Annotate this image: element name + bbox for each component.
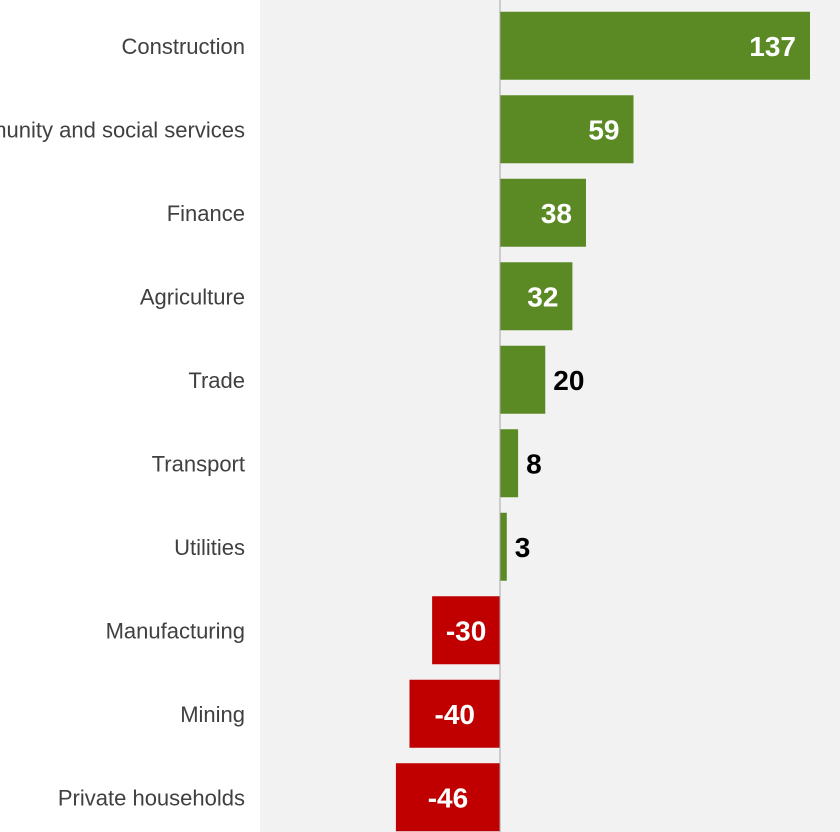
bar-manufacturing — [432, 596, 500, 665]
category-label: Agriculture — [140, 284, 245, 309]
category-label: Utilities — [174, 535, 245, 560]
category-labels: Construction Community and social service… — [0, 34, 245, 811]
value-label: 3 — [515, 532, 531, 563]
value-label: 20 — [553, 365, 584, 396]
category-label: Finance — [167, 201, 245, 226]
bar-community-and-social-services — [500, 95, 634, 164]
value-label: 32 — [527, 281, 558, 312]
category-label: Construction — [121, 34, 245, 59]
bar-trade — [500, 345, 546, 414]
bars — [395, 11, 810, 832]
category-label: Mining — [180, 702, 245, 727]
category-label: Community and social services — [0, 117, 245, 142]
category-label: Transport — [152, 451, 245, 476]
bar-mining — [409, 679, 500, 748]
bar-construction — [500, 11, 810, 80]
value-label: -40 — [435, 699, 475, 730]
value-label: -46 — [428, 782, 468, 813]
bar-agriculture — [500, 262, 573, 331]
bar-private-households — [395, 763, 500, 832]
category-label: Private households — [58, 785, 245, 810]
bar-utilities — [500, 512, 507, 581]
value-label: 38 — [541, 198, 572, 229]
bar-transport — [500, 429, 519, 498]
value-label: 137 — [749, 31, 796, 62]
value-labels: 137 59 38 32 20 8 3 -30 -40 -46 — [428, 31, 796, 814]
category-label: Trade — [188, 368, 245, 393]
value-label: -30 — [446, 615, 486, 646]
bar-finance — [500, 178, 586, 247]
value-label: 8 — [526, 448, 542, 479]
value-label: 59 — [588, 114, 619, 145]
category-label: Manufacturing — [106, 618, 245, 643]
